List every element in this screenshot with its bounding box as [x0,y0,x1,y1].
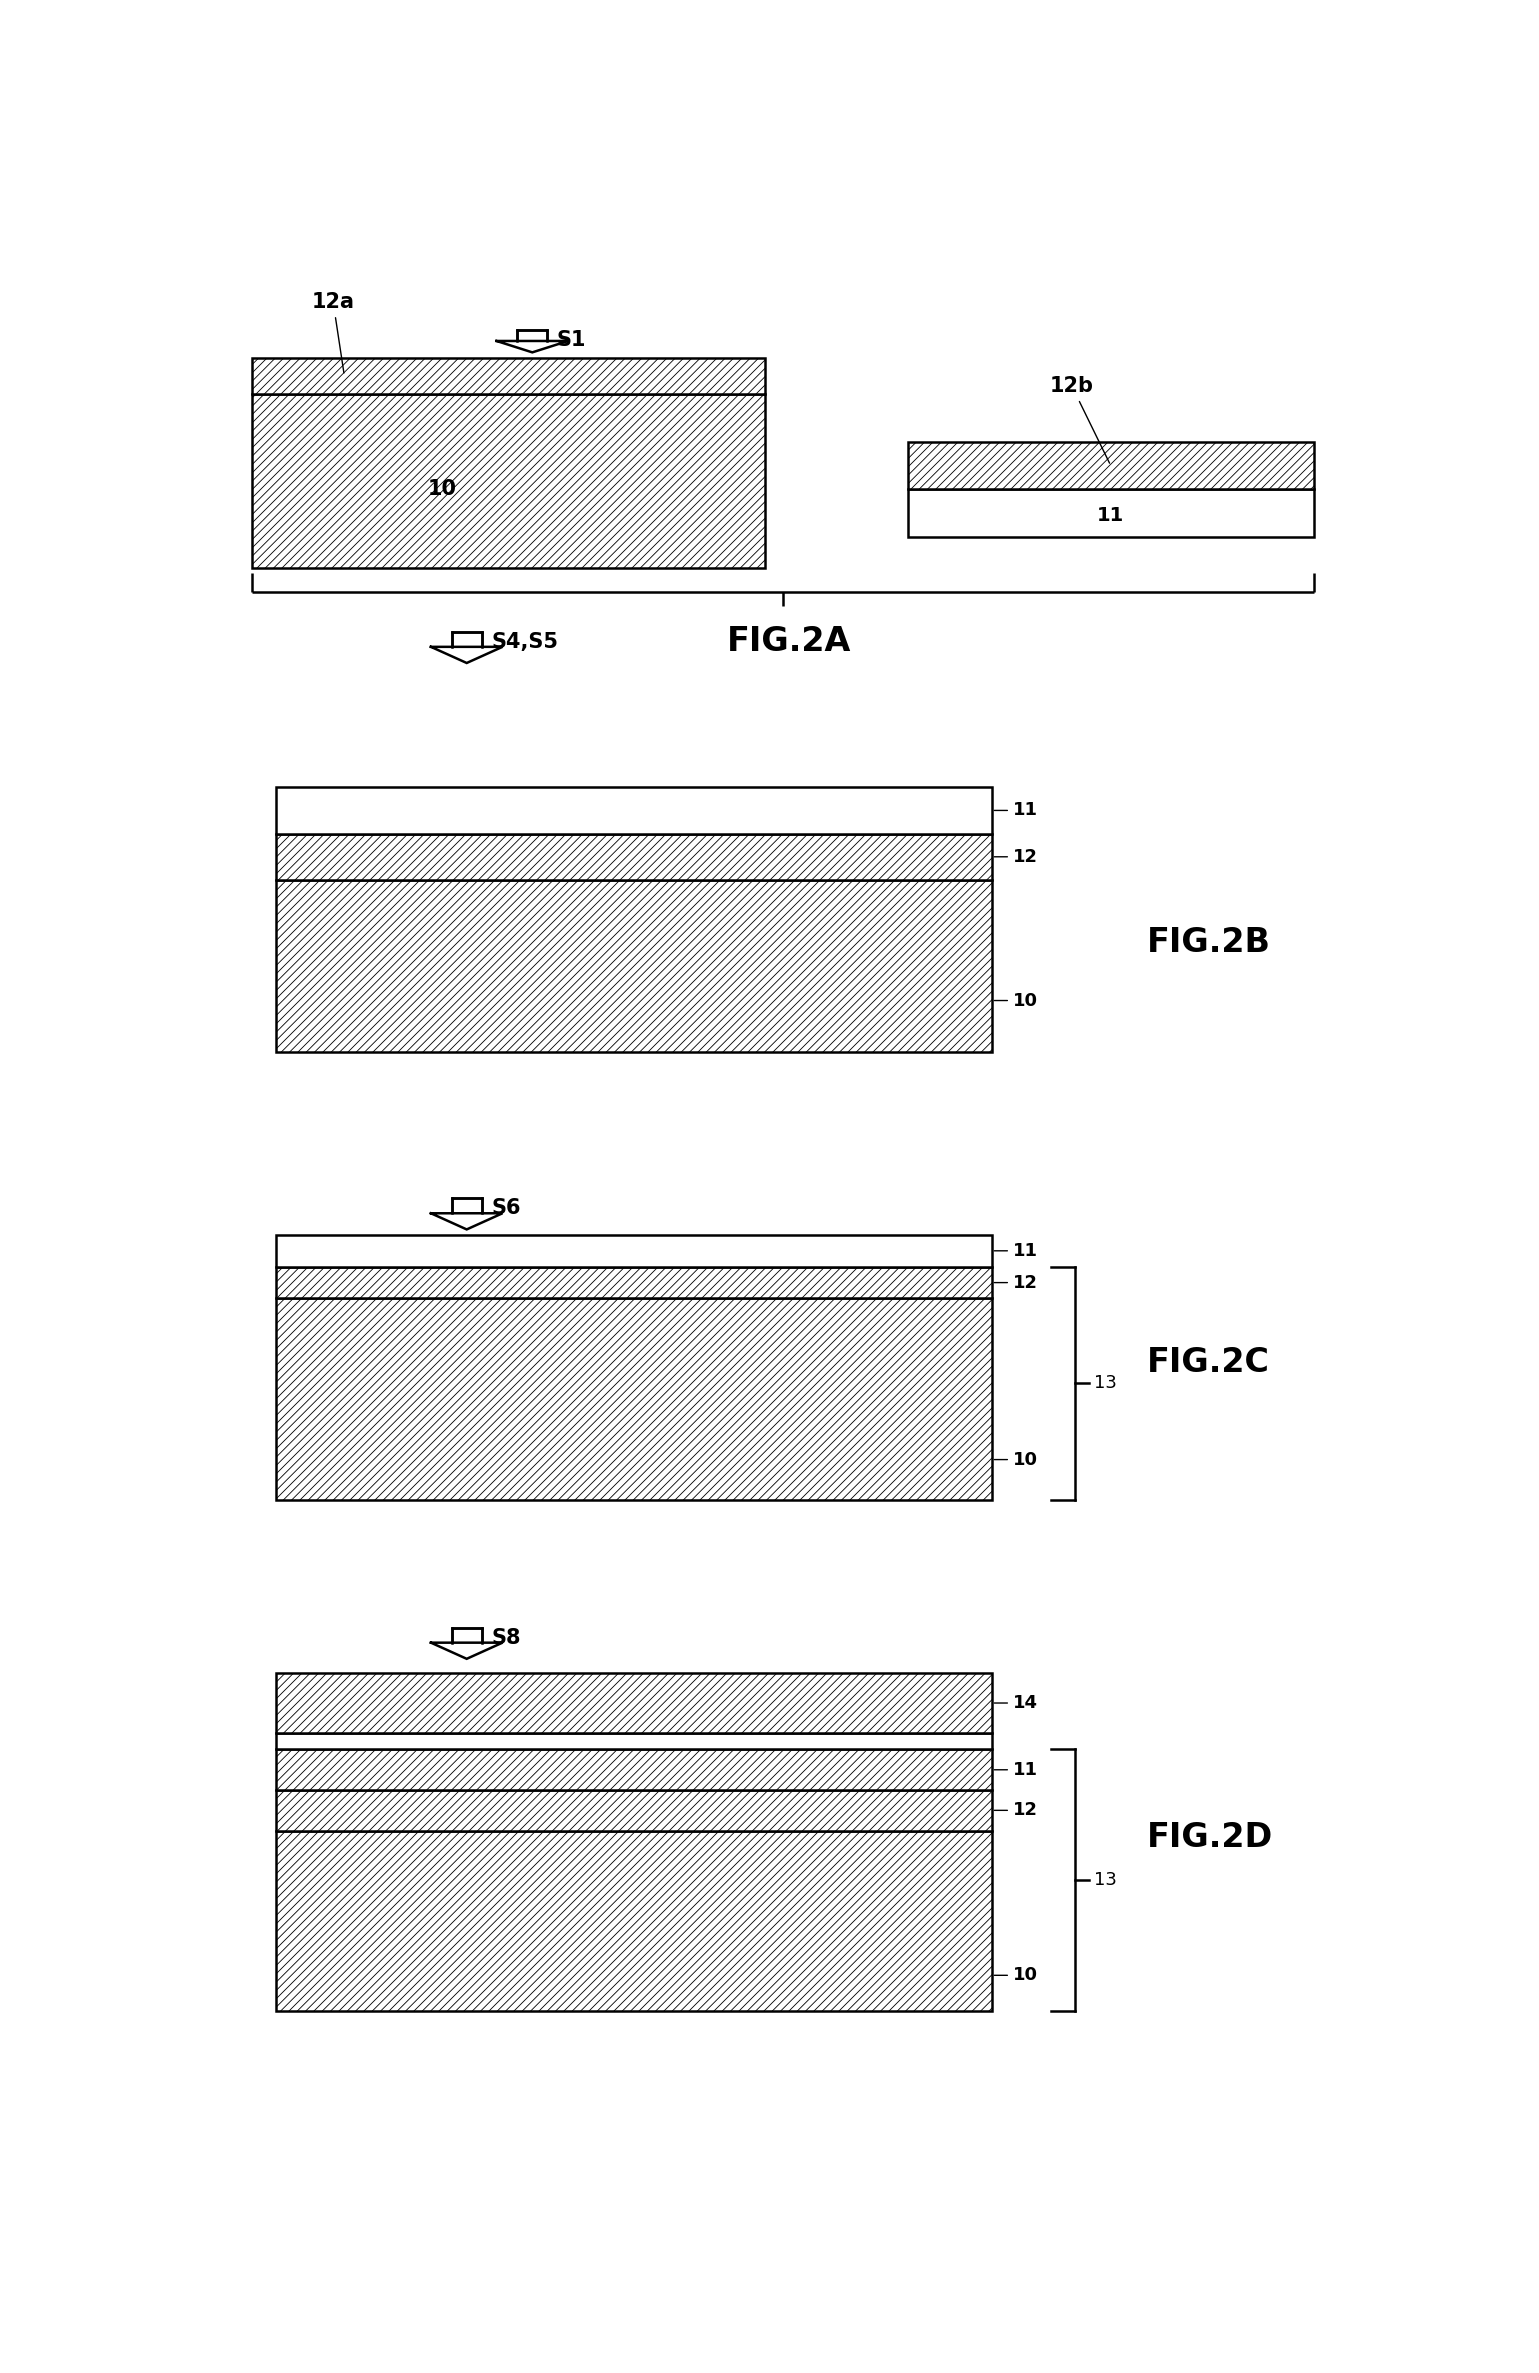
Text: 11: 11 [1097,505,1125,524]
Polygon shape [431,1642,502,1659]
Bar [451,1628,482,1642]
Text: 11: 11 [994,802,1037,819]
Bar [275,1298,991,1500]
Polygon shape [497,342,568,351]
Text: 12a: 12a [311,292,354,373]
Bar [908,489,1314,536]
Bar [275,1673,991,1732]
Text: 12b: 12b [1050,377,1110,463]
Text: FIG.2A: FIG.2A [726,624,851,657]
Bar [275,1732,991,1749]
Bar [275,788,991,833]
Text: FIG.2D: FIG.2D [1147,1822,1273,1853]
Text: 11: 11 [994,1241,1037,1260]
Bar [275,880,991,1051]
Bar [275,1749,991,1789]
Bar [275,1267,991,1298]
Text: FIG.2B: FIG.2B [1147,925,1271,959]
Polygon shape [431,1213,502,1229]
Bar [275,1789,991,1830]
Text: FIG.2C: FIG.2C [1147,1345,1270,1379]
Bar [275,833,991,880]
Text: S1: S1 [557,330,586,351]
Bar [252,394,765,567]
Text: 10: 10 [994,992,1037,1009]
Bar [908,441,1314,489]
Text: 12: 12 [994,1274,1037,1291]
Text: 12: 12 [994,1801,1037,1820]
Bar [275,1830,991,2012]
Text: 11: 11 [994,1761,1037,1780]
Text: S8: S8 [491,1628,520,1647]
Bar [517,330,548,342]
Text: 10: 10 [994,1450,1037,1469]
Bar [451,631,482,648]
Text: S6: S6 [491,1198,520,1217]
Text: 10: 10 [994,1967,1037,1984]
Text: 14: 14 [994,1694,1037,1711]
Text: 13: 13 [1094,1374,1117,1393]
Bar [275,1234,991,1267]
Text: 13: 13 [1094,1872,1117,1889]
Text: 10: 10 [428,479,456,498]
Text: S4,S5: S4,S5 [491,631,559,653]
Text: 12: 12 [994,847,1037,866]
Bar [252,358,765,394]
Polygon shape [431,648,502,662]
Bar [451,1198,482,1213]
